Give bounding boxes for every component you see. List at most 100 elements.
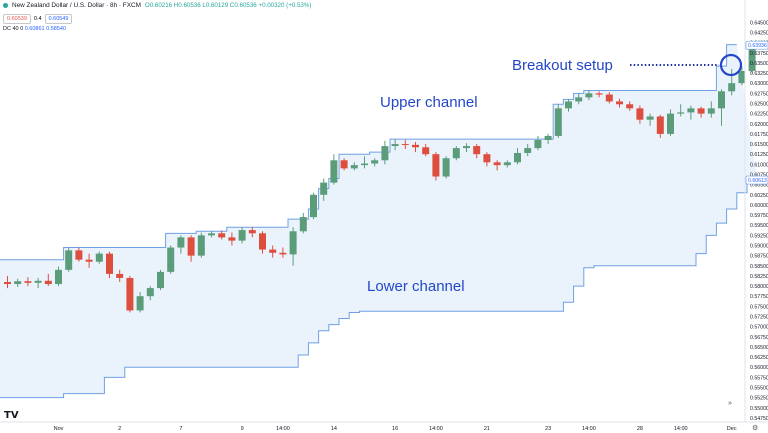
candle-body: [95, 253, 103, 262]
candle-body: [279, 252, 287, 255]
candle-body: [24, 281, 32, 283]
candle-body: [728, 83, 736, 92]
price-tick-label: 0.56000: [750, 365, 768, 371]
price-tick-label: 0.56250: [750, 355, 768, 361]
indicator-values: 0.60861 0.58540: [24, 26, 67, 32]
candle-body: [228, 237, 236, 241]
candles: [4, 44, 756, 313]
time-tick-label: 16: [392, 426, 398, 432]
candle-body: [126, 277, 134, 311]
time-tick-label: 14:00: [674, 426, 688, 432]
price-tick-label: 0.58750: [750, 254, 768, 260]
candle-body: [85, 259, 93, 262]
candle-body: [238, 230, 246, 241]
price-tick-label: 0.60750: [750, 172, 768, 178]
candle-body: [116, 273, 124, 278]
candle-body: [167, 247, 175, 272]
price-tick-label: 0.57250: [750, 315, 768, 321]
candle-body: [269, 249, 277, 253]
price-marker-box: [745, 175, 768, 185]
candle-body: [503, 162, 511, 166]
upper-channel-line: [0, 44, 737, 261]
price-marker-box: [745, 40, 768, 50]
candle-body: [259, 233, 266, 250]
time-tick-label: 21: [484, 426, 490, 432]
price-tick-label: 0.64250: [750, 30, 768, 36]
price-tick-label: 0.57500: [750, 304, 768, 310]
price-tick-label: 0.55500: [750, 386, 768, 392]
candle-body: [483, 154, 491, 163]
channel-fill: [0, 44, 758, 398]
price-tick-label: 0.55750: [750, 375, 768, 381]
price-tick-label: 0.55000: [750, 406, 768, 412]
candle-body: [554, 108, 562, 136]
candle-body: [473, 146, 481, 155]
price-axis[interactable]: 0.645000.642500.640000.637500.635000.632…: [750, 20, 768, 422]
time-tick-label: 14: [331, 426, 337, 432]
candle-body: [391, 144, 399, 147]
candle-body: [371, 160, 379, 164]
spread-value: 0.4: [33, 16, 42, 22]
candle-body: [106, 253, 113, 274]
price-tick-label: 0.59500: [750, 223, 768, 229]
market-status-icon: [3, 3, 8, 8]
sell-button[interactable]: 0.60539: [3, 14, 31, 24]
ohlc-values: O0.60216 H0.60536 L0.60129 C0.60536 +0.0…: [144, 2, 312, 9]
candle-body: [432, 154, 440, 177]
candle-body: [738, 71, 746, 84]
price-tick-label: 0.61000: [750, 162, 768, 168]
price-tick-label: 0.60250: [750, 193, 768, 199]
candle-body: [310, 194, 317, 218]
candle-body: [401, 144, 409, 146]
tradingview-logo[interactable]: TV: [4, 410, 19, 421]
candle-body: [585, 93, 593, 98]
price-tick-label: 0.58000: [750, 284, 768, 290]
candle-body: [65, 250, 73, 270]
candle-body: [289, 231, 297, 255]
candle-body: [442, 158, 450, 177]
candle-body: [595, 93, 603, 95]
candle-body: [646, 116, 654, 120]
candle-body: [748, 46, 756, 72]
price-tick-label: 0.61500: [750, 142, 768, 148]
indicator-legend[interactable]: DC 40 0 0.60861 0.58540: [3, 26, 66, 32]
price-tick-label: 0.62250: [750, 112, 768, 118]
price-tick-label: 0.61250: [750, 152, 768, 158]
candle-body: [544, 135, 552, 140]
time-axis[interactable]: Nov 2 7 9 14:00 14 16 14:00 21 23 14:00 28 14:00 Dec: [54, 426, 737, 432]
buy-button[interactable]: 0.60549: [44, 14, 73, 24]
candle-body: [514, 152, 521, 163]
candle-body: [524, 148, 532, 153]
scroll-to-realtime-icon[interactable]: »: [728, 400, 732, 407]
candle-body: [4, 282, 11, 285]
price-marker-label: 0.60613: [748, 178, 767, 184]
lower-channel-line: [0, 179, 758, 399]
time-tick-label: 7: [179, 426, 182, 432]
time-tick-label: Dec: [727, 426, 737, 432]
price-tick-label: 0.55250: [750, 396, 768, 402]
candle-body: [330, 160, 338, 183]
symbol-title[interactable]: New Zealand Dollar / U.S. Dollar · 8h · …: [12, 2, 141, 9]
trade-buttons: 0.60539 0.4 0.60549: [3, 14, 73, 24]
candle-body: [361, 163, 368, 166]
price-marker-label: 0.63936: [748, 43, 767, 49]
settings-gear-icon[interactable]: ⚙: [752, 425, 759, 432]
time-tick-label: 23: [545, 426, 551, 432]
time-tick-label: 9: [241, 426, 244, 432]
price-tick-label: 0.60500: [750, 183, 768, 189]
time-tick-label: 2: [118, 426, 121, 432]
candle-body: [575, 97, 583, 102]
candle-body: [34, 280, 42, 283]
candle-body: [697, 108, 705, 114]
candle-body: [44, 280, 52, 285]
candle-body: [636, 108, 644, 120]
candle-body: [381, 146, 389, 161]
price-tick-label: 0.64500: [750, 20, 768, 26]
candle-body: [320, 182, 328, 195]
time-tick-label: 14:00: [582, 426, 596, 432]
price-tick-label: 0.54750: [750, 416, 768, 422]
candle-body: [146, 288, 154, 297]
price-tick-label: 0.60000: [750, 203, 768, 209]
candle-body: [340, 160, 348, 169]
